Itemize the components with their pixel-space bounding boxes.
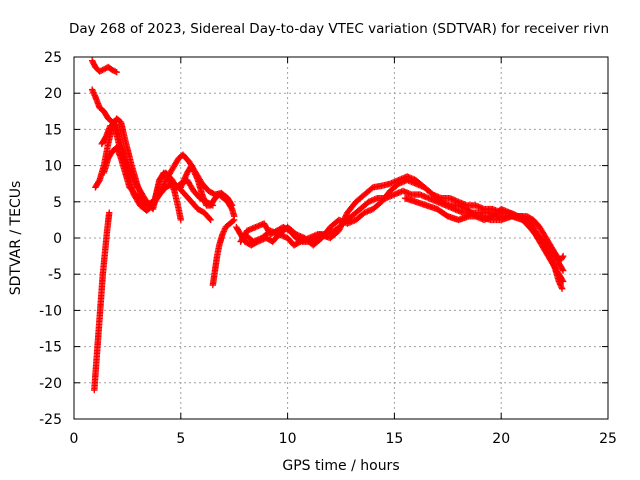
y-tick-label: -15 xyxy=(39,340,62,356)
data-point-marker xyxy=(335,227,343,234)
data-point-marker xyxy=(559,266,566,273)
grid-lines xyxy=(73,56,609,420)
data-point-marker xyxy=(559,252,567,260)
series-middle-c xyxy=(241,176,567,263)
series-middle-d xyxy=(401,194,567,274)
data-point-marker xyxy=(342,213,349,221)
data-point-marker xyxy=(206,215,213,223)
data-point-marker xyxy=(177,216,184,224)
data-point-marker xyxy=(99,66,106,74)
data-point-marker xyxy=(559,254,566,261)
data-point-marker xyxy=(109,66,116,74)
x-tick-labels: 0 5 10 15 20 25 xyxy=(70,431,617,447)
data-point-marker xyxy=(342,212,350,219)
series-arc-d xyxy=(100,144,214,224)
data-point-marker xyxy=(106,209,113,216)
data-point-marker xyxy=(96,68,103,75)
y-tick-label: 20 xyxy=(44,86,62,102)
plot-markers xyxy=(88,57,567,394)
data-point-marker xyxy=(110,67,118,74)
y-tick-label: -10 xyxy=(39,303,62,319)
data-point-marker xyxy=(336,224,344,232)
series-top-start xyxy=(88,57,120,76)
y-tick-label: -25 xyxy=(39,412,62,428)
x-tick-label: 15 xyxy=(385,431,403,447)
data-point-marker xyxy=(113,69,120,76)
data-point-marker xyxy=(207,216,214,224)
y-tick-label: 25 xyxy=(44,50,62,66)
data-point-marker xyxy=(231,216,238,224)
y-tick-label: 0 xyxy=(53,231,62,247)
series-middle-a xyxy=(233,187,566,292)
data-point-marker xyxy=(559,278,567,285)
data-point-marker xyxy=(112,68,119,75)
data-point-marker xyxy=(558,285,566,292)
chart-title: Day 268 of 2023, Sidereal Day-to-day VTE… xyxy=(69,21,609,37)
x-tick-label: 20 xyxy=(492,431,510,447)
x-axis-label: GPS time / hours xyxy=(282,458,399,474)
data-point-marker xyxy=(229,217,237,225)
data-point-marker xyxy=(559,277,566,284)
y-axis-label: SDTVAR / TECUs xyxy=(8,181,24,296)
x-tick-label: 10 xyxy=(279,431,297,447)
data-point-marker xyxy=(336,226,343,233)
y-tick-label: -5 xyxy=(48,267,62,283)
series-steep-rise xyxy=(91,209,113,394)
series-arc-e xyxy=(177,162,238,220)
plot-frame xyxy=(73,56,609,420)
y-tick-label: -20 xyxy=(39,376,62,392)
y-tick-labels: 25 20 15 10 5 0 -5 -10 -15 -20 -25 xyxy=(39,50,62,428)
x-tick-label: 5 xyxy=(176,431,185,447)
data-point-marker xyxy=(100,66,108,73)
data-point-marker xyxy=(97,67,105,74)
data-point-marker xyxy=(559,267,567,274)
data-point-marker xyxy=(337,223,345,230)
series-dip-left xyxy=(209,216,238,289)
y-tick-label: 5 xyxy=(53,195,62,211)
x-tick-label: 0 xyxy=(70,431,79,447)
y-tick-label: 15 xyxy=(44,122,62,138)
x-tick-label: 25 xyxy=(599,431,617,447)
y-tick-label: 10 xyxy=(44,159,62,175)
